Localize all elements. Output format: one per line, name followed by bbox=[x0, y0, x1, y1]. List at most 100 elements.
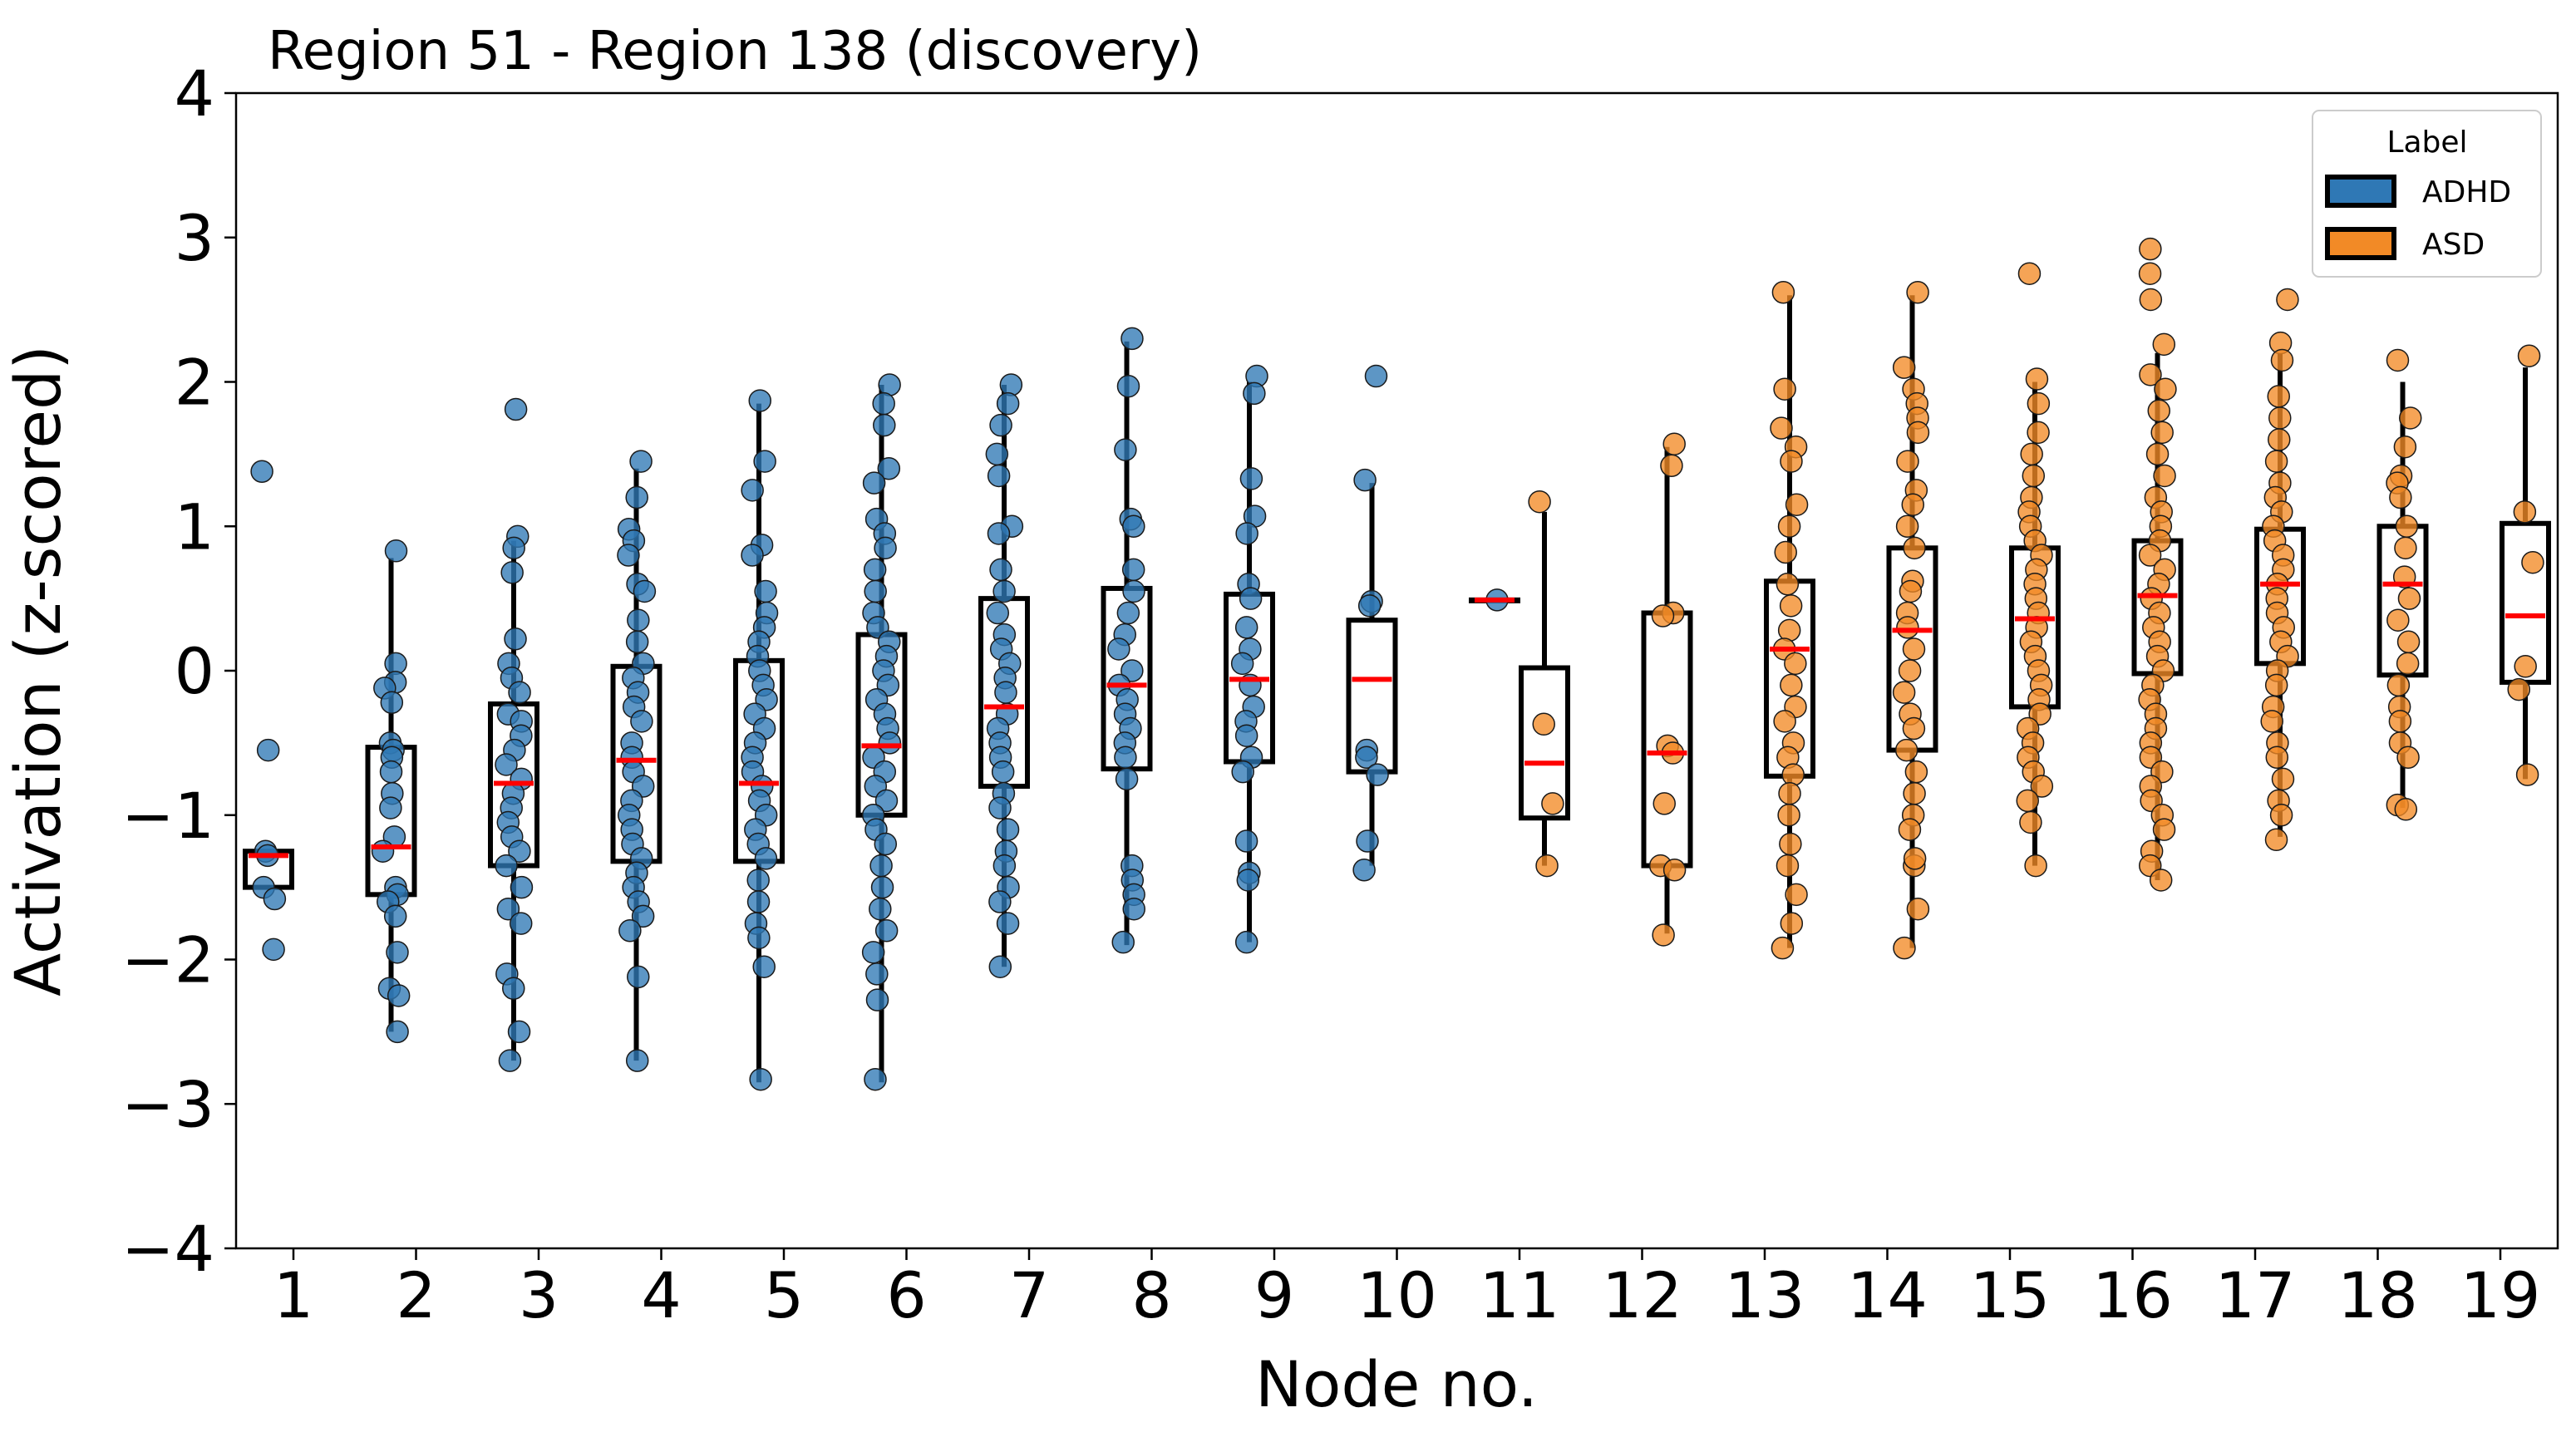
data-point bbox=[2396, 630, 2421, 653]
legend-label-adhd: ADHD bbox=[2422, 175, 2511, 209]
data-point bbox=[617, 544, 640, 567]
data-point bbox=[2024, 854, 2047, 878]
data-point bbox=[2027, 421, 2050, 445]
data-point bbox=[2521, 550, 2544, 574]
data-point bbox=[870, 875, 894, 899]
node-10-adhd-group bbox=[1346, 364, 1398, 882]
node-7-adhd-group bbox=[978, 373, 1030, 978]
data-point bbox=[1352, 859, 1376, 882]
y-axis-label: Activation (z-scored) bbox=[1, 345, 75, 997]
node-14-asd-group bbox=[1886, 281, 1938, 960]
data-point bbox=[2017, 262, 2042, 285]
data-point bbox=[1234, 829, 1258, 853]
data-point bbox=[495, 854, 518, 878]
data-point bbox=[1776, 573, 1800, 596]
data-point bbox=[1357, 594, 1382, 618]
data-point bbox=[625, 630, 649, 653]
y-axis: 4 3 2 1 0 −1 −2 −3 −4 bbox=[121, 57, 236, 1286]
data-point bbox=[1243, 381, 1266, 406]
data-point bbox=[2138, 544, 2162, 567]
data-point bbox=[1785, 883, 1808, 907]
data-point bbox=[989, 558, 1012, 582]
chart-title: Region 51 - Region 138 (discovery) bbox=[268, 21, 1202, 82]
data-point bbox=[748, 389, 771, 412]
data-point bbox=[2507, 677, 2530, 701]
data-point bbox=[1235, 522, 1258, 545]
data-point bbox=[747, 926, 771, 950]
data-point bbox=[2149, 869, 2173, 892]
data-point bbox=[2388, 710, 2412, 733]
x-axis: 1 2 3 4 5 6 7 8 9 10 11 12 13 14 15 16 17 18 19 bbox=[273, 1248, 2541, 1332]
data-point bbox=[869, 854, 893, 878]
data-point bbox=[2393, 435, 2417, 459]
data-point bbox=[387, 984, 411, 1007]
plot-area bbox=[243, 237, 2551, 1091]
x-tick-label: 11 bbox=[1480, 1258, 1560, 1332]
data-point bbox=[496, 897, 520, 921]
node-4-adhd-group bbox=[610, 450, 662, 1072]
data-point bbox=[250, 460, 273, 483]
data-point bbox=[1231, 760, 1254, 784]
data-point bbox=[988, 890, 1012, 913]
data-point bbox=[862, 471, 886, 495]
x-tick-label: 8 bbox=[1131, 1258, 1171, 1332]
data-point bbox=[1114, 746, 1137, 769]
data-point bbox=[754, 847, 778, 870]
data-point bbox=[1364, 364, 1388, 388]
node-2-adhd-group bbox=[365, 539, 417, 1044]
data-point bbox=[754, 579, 777, 603]
data-point bbox=[2139, 288, 2163, 312]
data-point bbox=[874, 789, 899, 813]
data-point bbox=[2152, 332, 2176, 357]
data-point bbox=[1777, 618, 1801, 642]
data-point bbox=[1122, 579, 1145, 603]
data-point bbox=[994, 681, 1017, 704]
data-point bbox=[2154, 377, 2177, 401]
data-point bbox=[1780, 450, 1803, 473]
data-point bbox=[2264, 828, 2288, 852]
y-tick-label: 0 bbox=[175, 634, 214, 708]
data-point bbox=[2396, 746, 2420, 769]
data-point bbox=[2264, 450, 2288, 473]
data-point bbox=[877, 457, 901, 480]
y-tick-label: −3 bbox=[121, 1067, 214, 1141]
node-12-asd-group bbox=[1641, 432, 1693, 947]
legend: Label ADHD ASD bbox=[2312, 110, 2542, 278]
legend-label-asd: ASD bbox=[2422, 228, 2485, 262]
data-point bbox=[1532, 712, 1555, 736]
y-tick-label: −1 bbox=[121, 779, 214, 853]
data-point bbox=[627, 965, 650, 989]
data-point bbox=[1903, 847, 1927, 870]
data-point bbox=[1662, 432, 1686, 455]
data-point bbox=[1904, 760, 1928, 784]
data-point bbox=[2389, 485, 2412, 509]
data-point bbox=[1898, 818, 1922, 841]
data-point bbox=[1892, 356, 1916, 379]
data-point bbox=[861, 941, 885, 964]
data-point bbox=[633, 579, 657, 603]
data-point bbox=[865, 988, 889, 1011]
data-point bbox=[2265, 746, 2289, 769]
x-tick-label: 13 bbox=[1725, 1258, 1805, 1332]
data-point bbox=[2016, 789, 2039, 813]
data-point bbox=[1894, 738, 1918, 762]
data-point bbox=[1903, 781, 1926, 805]
data-point bbox=[1906, 281, 1929, 304]
data-point bbox=[2027, 391, 2051, 416]
data-point bbox=[1777, 514, 1801, 538]
x-tick-label: 19 bbox=[2460, 1258, 2541, 1332]
data-point bbox=[2394, 536, 2417, 560]
data-point bbox=[1893, 936, 1916, 960]
data-point bbox=[1234, 616, 1258, 639]
data-point bbox=[1121, 659, 1144, 682]
data-point bbox=[2268, 406, 2292, 430]
data-point bbox=[1777, 804, 1800, 827]
data-point bbox=[2030, 775, 2054, 798]
data-point bbox=[753, 450, 776, 473]
data-point bbox=[1355, 746, 1378, 769]
data-point bbox=[2386, 608, 2410, 632]
data-point bbox=[873, 413, 896, 437]
data-point bbox=[630, 710, 653, 733]
data-point bbox=[1784, 652, 1807, 676]
